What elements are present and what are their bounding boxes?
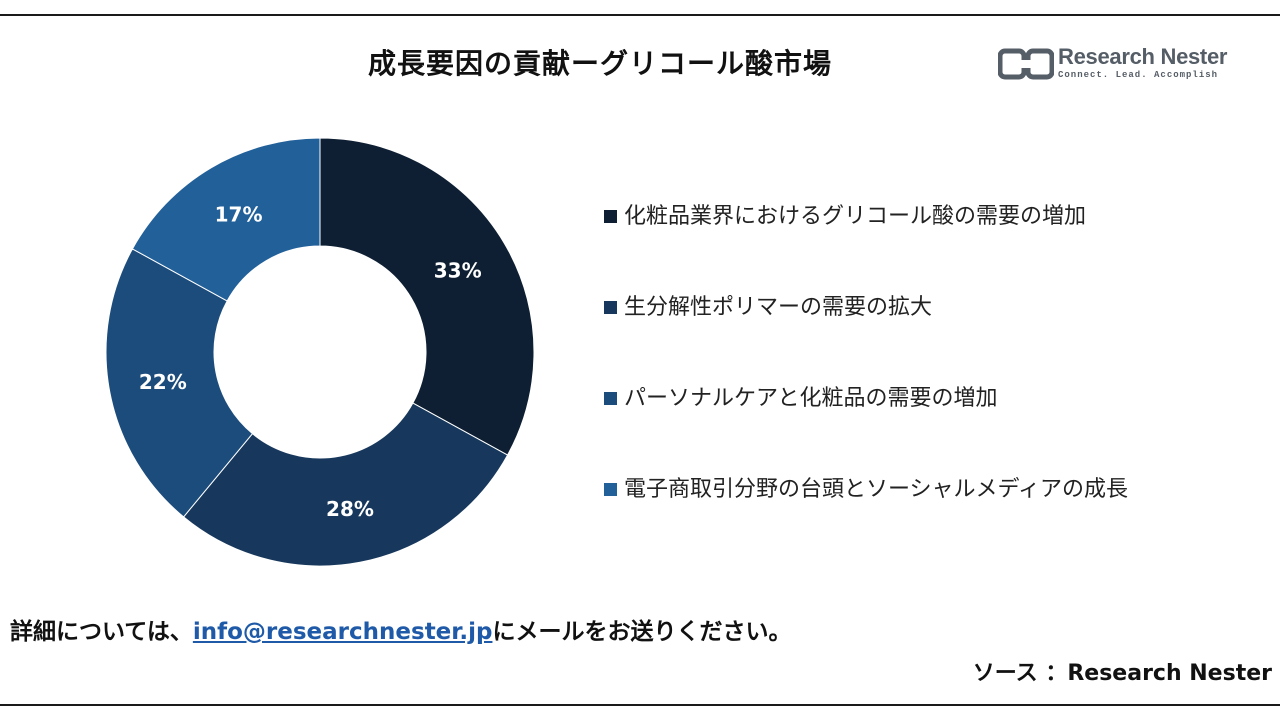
legend-swatch <box>604 391 617 405</box>
donut-chart: 33% 28% 22% 17% <box>105 137 535 567</box>
legend-label: パーソナルケアと化粧品の需要の増加 <box>624 386 998 411</box>
contact-email-link[interactable]: info@researchnester.jp <box>192 619 493 645</box>
contact-suffix: にメールをお送りください。 <box>492 619 792 645</box>
donut-slice <box>182 402 509 567</box>
slice-value-label: 17% <box>215 202 263 226</box>
contact-note: 詳細については、info@researchnester.jpにメールをお送りくだ… <box>10 612 791 646</box>
top-rule <box>0 14 1280 16</box>
legend-label: 化粧品業界におけるグリコール酸の需要の増加 <box>624 204 1087 229</box>
legend-item: 電子商取引分野の台頭とソーシャルメディアの成長 <box>604 471 1128 562</box>
slice-value-label: 22% <box>139 370 187 394</box>
legend-item: 生分解性ポリマーの需要の拡大 <box>604 289 1128 380</box>
chart-legend: 化粧品業界におけるグリコール酸の需要の増加 生分解性ポリマーの需要の拡大 パーソ… <box>604 198 1128 562</box>
chart-title: 成長要因の貢献ーグリコール酸市場 <box>367 47 832 80</box>
legend-swatch <box>604 209 617 223</box>
legend-swatch <box>604 482 617 496</box>
donut-slice <box>105 248 254 518</box>
bottom-rule <box>0 704 1280 706</box>
research-nester-logo: Research Nester Connect. Lead. Accomplis… <box>998 44 1228 84</box>
source-credit: ソース ：Research Nester <box>972 661 1272 686</box>
logo-tagline: Connect. Lead. Accomplish <box>1058 70 1219 80</box>
legend-item: 化粧品業界におけるグリコール酸の需要の増加 <box>604 198 1128 289</box>
slice-value-label: 28% <box>326 497 374 521</box>
logo-name: Research Nester <box>1058 44 1228 69</box>
slice-value-label: 33% <box>434 259 482 283</box>
contact-prefix: 詳細については、 <box>10 619 193 645</box>
donut-slice <box>131 137 321 302</box>
legend-item: パーソナルケアと化粧品の需要の増加 <box>604 380 1128 471</box>
logo-mark-icon <box>998 48 1054 80</box>
legend-swatch <box>604 300 617 314</box>
donut-slice <box>319 137 535 456</box>
legend-label: 電子商取引分野の台頭とソーシャルメディアの成長 <box>624 477 1129 502</box>
legend-label: 生分解性ポリマーの需要の拡大 <box>624 295 933 320</box>
